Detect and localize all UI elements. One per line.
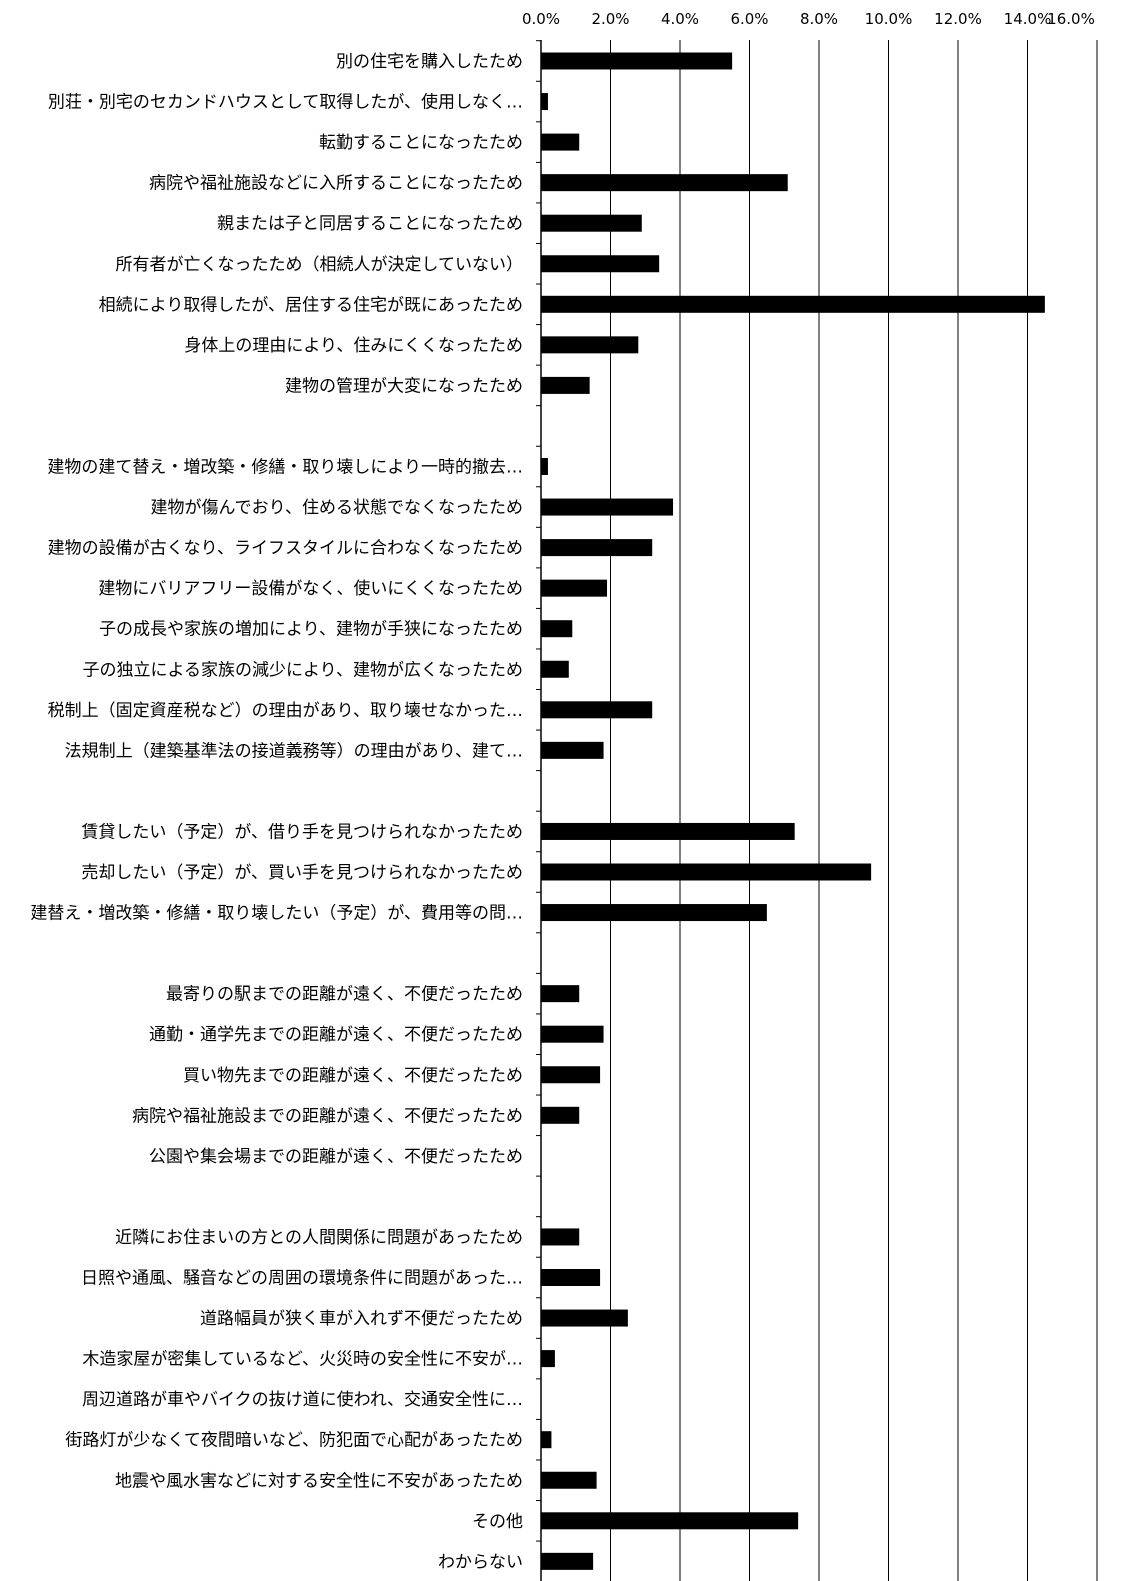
- category-label: 所有者が亡くなったため（相続人が決定していない）: [116, 255, 524, 275]
- category-label: 買い物先までの距離が遠く、不便だったため: [183, 1066, 523, 1086]
- x-tick-label: 10.0%: [865, 10, 913, 28]
- category-label: 病院や福祉施設までの距離が遠く、不便だったため: [132, 1106, 523, 1126]
- category-label: 建物の設備が古くなり、ライフスタイルに合わなくなったため: [48, 539, 523, 559]
- category-label: 法規制上（建築基準法の接道義務等）の理由があり、建て…: [65, 741, 523, 761]
- category-label: その他: [472, 1512, 523, 1532]
- bar: [541, 1472, 597, 1489]
- category-label: 税制上（固定資産税など）の理由があり、取り壊せなかった…: [48, 701, 523, 721]
- bar: [541, 1107, 579, 1124]
- bar: [541, 1228, 579, 1245]
- bars: [541, 53, 1045, 1570]
- bar: [541, 1553, 593, 1570]
- bar: [541, 336, 638, 353]
- category-label: 建物の管理が大変になったため: [285, 376, 523, 396]
- category-label: 建物にバリアフリー設備がなく、使いにくくなったため: [98, 578, 523, 599]
- x-tick-label: 12.0%: [934, 10, 982, 28]
- bar: [541, 1310, 628, 1327]
- category-label: 木造家屋が密集しているなど、火災時の安全性に不安が…: [82, 1350, 523, 1370]
- category-label: 転勤することになったため: [319, 133, 523, 153]
- bar: [541, 255, 659, 272]
- bar: [541, 904, 767, 921]
- bar: [541, 1066, 600, 1083]
- category-label: 建物の建て替え・増改築・修繕・取り壊しにより一時的撤去…: [47, 458, 523, 478]
- category-label: 別の住宅を購入したため: [336, 52, 523, 72]
- bar: [541, 864, 871, 881]
- x-tick-label: 8.0%: [800, 10, 838, 28]
- category-label: 相続により取得したが、居住する住宅が既にあったため: [99, 295, 523, 315]
- bar: [541, 742, 604, 759]
- x-tick-labels: 0.0% 2.0% 4.0% 6.0% 8.0% 10.0% 12.0% 14.0%16.0%: [522, 10, 1095, 28]
- category-label: 地震や風水害などに対する安全性に不安があったため: [115, 1471, 523, 1491]
- bar: [541, 580, 607, 597]
- bar: [541, 539, 652, 556]
- bar: [541, 1026, 604, 1043]
- bar: [541, 701, 652, 718]
- bar: [541, 661, 569, 678]
- category-label: 公園や集会場までの距離が遠く、不便だったため: [149, 1147, 523, 1167]
- category-label: 建物が傷んでおり、住める状態でなくなったため: [151, 498, 523, 518]
- category-label: 身体上の理由により、住みにくくなったため: [184, 336, 523, 356]
- bar: [541, 1512, 798, 1529]
- bar: [541, 93, 548, 110]
- x-tick-label: 0.0%: [522, 10, 560, 28]
- bar: [541, 1269, 600, 1286]
- x-tick-label: 16.0%: [1047, 10, 1095, 28]
- bar: [541, 215, 642, 232]
- x-tick-label: 2.0%: [591, 10, 629, 28]
- bar: [541, 134, 579, 151]
- bar: [541, 1350, 555, 1367]
- category-label: 病院や福祉施設などに入所することになったため: [149, 174, 523, 194]
- bar: [541, 377, 590, 394]
- category-label: 親または子と同居することになったため: [217, 214, 523, 234]
- bar: [541, 458, 548, 475]
- category-label: 売却したい（予定）が、買い手を見つけられなかったため: [81, 863, 523, 883]
- x-tick-label: 6.0%: [730, 10, 768, 28]
- bar: [541, 1431, 551, 1448]
- bar: [541, 53, 732, 70]
- category-label: 街路灯が少なくて夜間暗いなど、防犯面で心配があったため: [65, 1431, 523, 1451]
- bar: [541, 620, 572, 637]
- bar: [541, 823, 795, 840]
- category-label: 子の成長や家族の増加により、建物が手狭になったため: [99, 620, 523, 640]
- category-label: 賃貸したい（予定）が、借り手を見つけられなかったため: [81, 822, 523, 842]
- category-label: 周辺道路が車やバイクの抜け道に使われ、交通安全性に…: [82, 1389, 523, 1410]
- bar: [541, 985, 579, 1002]
- category-label: 近隣にお住まいの方との人間関係に問題があったため: [115, 1228, 523, 1248]
- category-label: 建替え・増改築・修繕・取り壊したい（予定）が、費用等の問…: [30, 904, 523, 924]
- category-label: 日照や通風、騒音などの周囲の環境条件に問題があった…: [81, 1269, 523, 1289]
- x-tick-label: 4.0%: [661, 10, 699, 28]
- bar: [541, 499, 673, 516]
- category-label: 通勤・通学先までの距離が遠く、不便だったため: [149, 1025, 523, 1045]
- category-label: わからない: [438, 1552, 523, 1572]
- bar: [541, 174, 788, 191]
- category-label: 子の独立による家族の減少により、建物が広くなったため: [83, 660, 523, 680]
- x-tick-label: 14.0%: [1004, 10, 1052, 28]
- bar: [541, 296, 1045, 313]
- category-label: 道路幅員が狭く車が入れず不便だったため: [200, 1309, 523, 1329]
- category-label: 別荘・別宅のセカンドハウスとして取得したが、使用しなく…: [48, 92, 523, 113]
- category-label: 最寄りの駅までの距離が遠く、不便だったため: [166, 985, 523, 1005]
